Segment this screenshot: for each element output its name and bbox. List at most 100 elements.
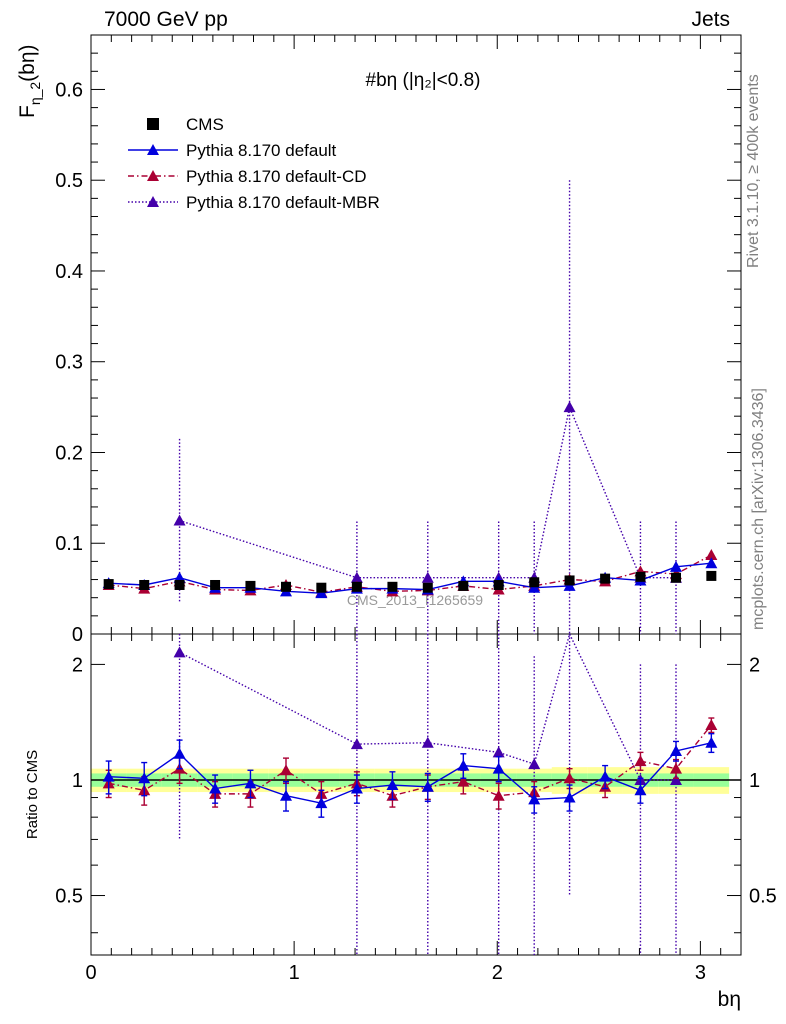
series-marker xyxy=(421,571,434,583)
ratio-marker xyxy=(634,784,647,796)
series-line xyxy=(108,554,712,593)
ratio-marker xyxy=(173,747,186,759)
ratio-marker xyxy=(421,736,434,748)
ratio-marker xyxy=(280,764,292,776)
ratio-marker xyxy=(350,738,363,750)
ratio-tick-label: 0.5 xyxy=(55,886,83,908)
ratio-marker xyxy=(492,789,505,801)
ratio-line xyxy=(179,632,676,781)
cms-data-point xyxy=(351,581,362,592)
analysis-watermark: CMS_2013_I1265659 xyxy=(347,592,483,608)
legend-entry-2: Pythia 8.170 default-CD xyxy=(128,167,367,186)
series-marker xyxy=(173,571,186,583)
cms-data-point xyxy=(174,579,185,590)
ratio-marker xyxy=(244,777,257,789)
ratio-marker xyxy=(563,772,576,784)
legend-label: CMS xyxy=(186,115,224,134)
legend-marker xyxy=(147,118,159,130)
x-axis-label: bη xyxy=(718,988,741,1011)
series-marker xyxy=(173,514,186,526)
cms-data-point xyxy=(281,581,291,592)
y-tick-label: 0.5 xyxy=(55,170,83,192)
cms-data-point xyxy=(600,573,611,584)
cms-data-point xyxy=(706,570,717,581)
ratio-marker xyxy=(670,744,682,756)
x-tick-label: 3 xyxy=(695,962,706,984)
cms-data-point xyxy=(671,572,681,583)
ratio-marker xyxy=(209,782,222,794)
ratio-marker xyxy=(457,759,470,771)
series-marker xyxy=(670,560,682,572)
ratio-axis-label: Ratio to CMS xyxy=(24,750,41,839)
ratio-marker xyxy=(670,773,682,785)
cms-data-point xyxy=(316,582,327,593)
ratio-tick-label-right: 1 xyxy=(749,770,760,792)
cms-data-point xyxy=(103,579,114,590)
mcplots-credit-label: mcplots.cern.ch [arXiv:1306.3436] xyxy=(750,388,767,630)
cms-data-point xyxy=(564,575,575,586)
ratio-tick-label: 2 xyxy=(72,654,83,676)
y-tick-label: 0.4 xyxy=(55,261,83,283)
ratio-marker xyxy=(705,736,718,748)
ratio-marker xyxy=(102,770,115,782)
header-right: Jets xyxy=(691,8,730,31)
ratio-marker xyxy=(386,779,399,791)
series-marker xyxy=(350,571,363,583)
ratio-marker xyxy=(457,775,470,787)
ratio-marker xyxy=(492,746,505,758)
ratio-marker xyxy=(670,762,682,774)
rivet-version-label: Rivet 3.1.10, ≥ 400k events xyxy=(745,74,762,268)
legend-label: Pythia 8.170 default-CD xyxy=(186,167,367,186)
legend-entry-0: CMS xyxy=(147,115,224,134)
y-axis-label: Fη_2(bη) xyxy=(16,44,43,118)
cms-data-point xyxy=(458,580,469,591)
cms-data-point xyxy=(210,579,221,590)
ratio-marker xyxy=(599,770,612,782)
ratio-marker xyxy=(705,719,718,731)
cms-data-point xyxy=(139,579,150,590)
legend-label: Pythia 8.170 default-MBR xyxy=(186,193,380,212)
series-0 xyxy=(103,570,717,593)
ratio-line xyxy=(108,742,712,804)
series-line xyxy=(179,404,676,579)
cms-data-point xyxy=(529,577,540,588)
plot-title: #bη (|η₂|<0.8) xyxy=(366,70,481,91)
y-tick-label: 0.1 xyxy=(55,533,83,555)
y-tick-label: 0.2 xyxy=(55,442,83,464)
x-tick-label: 2 xyxy=(492,962,503,984)
ratio-marker xyxy=(563,791,576,803)
ratio-marker xyxy=(492,762,505,774)
cms-data-point xyxy=(493,579,504,590)
ratio-marker xyxy=(528,758,541,770)
legend-entry-1: Pythia 8.170 default xyxy=(128,141,337,160)
y-tick-label: 0 xyxy=(72,624,83,646)
legend-marker xyxy=(147,196,159,207)
ratio-line xyxy=(108,724,712,797)
legend-entry-3: Pythia 8.170 default-MBR xyxy=(128,193,380,212)
legend-marker xyxy=(147,170,159,181)
legend-label: Pythia 8.170 default xyxy=(186,141,337,160)
cms-data-point xyxy=(635,571,646,582)
ratio-tick-label-right: 2 xyxy=(749,654,760,676)
ratio-marker xyxy=(634,755,647,767)
ratio-marker xyxy=(528,793,541,805)
ratio-marker xyxy=(421,780,434,792)
x-tick-label: 0 xyxy=(85,962,96,984)
ratio-tick-label: 1 xyxy=(72,770,83,792)
ratio-marker xyxy=(138,772,151,784)
y-tick-label: 0.6 xyxy=(55,79,83,101)
ratio-marker xyxy=(315,797,328,809)
header-left: 7000 GeV pp xyxy=(104,8,228,31)
cms-data-point xyxy=(422,582,433,593)
ratio-tick-label-right: 0.5 xyxy=(749,886,777,908)
ratio-marker xyxy=(350,782,363,794)
cms-data-point xyxy=(245,580,256,591)
legend-marker xyxy=(147,144,159,155)
x-tick-label: 1 xyxy=(289,962,300,984)
y-tick-label: 0.3 xyxy=(55,352,83,374)
cms-data-point xyxy=(387,581,398,592)
series-marker xyxy=(705,549,718,561)
series-3 xyxy=(173,180,682,955)
series-line xyxy=(108,562,712,594)
